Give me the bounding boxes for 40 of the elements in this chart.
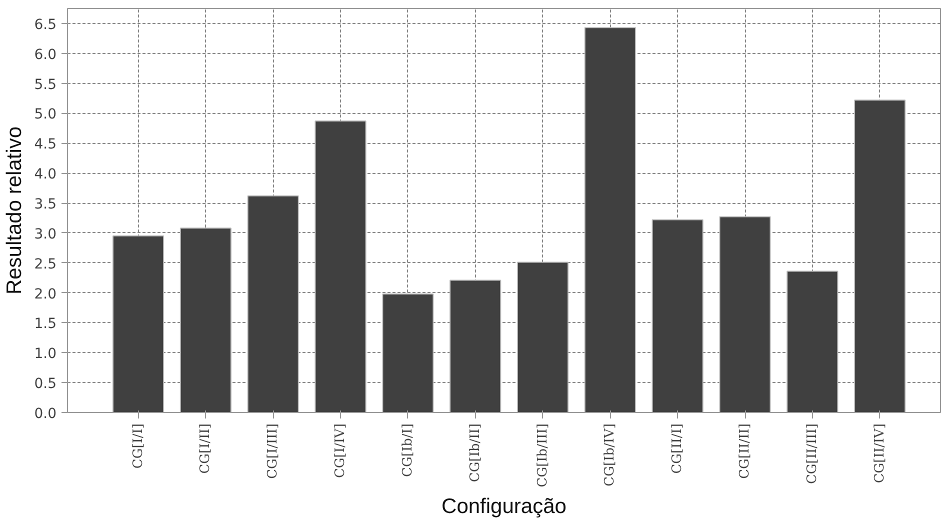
bar bbox=[314, 120, 366, 412]
bar bbox=[516, 262, 569, 412]
y-tick-label: 2.5 bbox=[34, 256, 56, 272]
x-tick-label: CG[II/I] bbox=[670, 423, 686, 474]
bar bbox=[112, 235, 164, 412]
x-tick-label: CG[Ib/I] bbox=[400, 423, 416, 477]
x-tick-label: CG[II/III] bbox=[804, 424, 820, 484]
x-tick-label: CG[I/II] bbox=[198, 423, 214, 474]
x-tick-label: CG[II/IV] bbox=[872, 423, 888, 484]
bar bbox=[450, 280, 502, 412]
x-tick-label: CG[Ib/IV] bbox=[602, 423, 618, 486]
x-tick-label: CG[I/I] bbox=[130, 423, 146, 469]
y-tick-label: 5.5 bbox=[34, 76, 56, 93]
y-tick-label: 6.5 bbox=[34, 16, 56, 33]
y-tick-label: 0.5 bbox=[34, 376, 56, 392]
y-tick-label: 3.0 bbox=[34, 226, 56, 242]
bar bbox=[854, 100, 906, 412]
y-tick-label: 4.5 bbox=[34, 136, 56, 153]
x-tick-label: CG[Ib/III] bbox=[535, 424, 550, 488]
y-tick-label: 3.5 bbox=[34, 196, 56, 213]
x-tick-label: CG[I/III] bbox=[266, 423, 281, 479]
y-tick-label: 1.5 bbox=[34, 316, 56, 332]
y-tick-label: 2.0 bbox=[34, 286, 56, 302]
x-tick-label: CG[I/IV] bbox=[333, 424, 348, 478]
y-tick-label: 1.0 bbox=[34, 346, 56, 362]
y-tick-label: 4.0 bbox=[34, 166, 56, 183]
x-axis-title: Configuração bbox=[442, 495, 566, 518]
x-tick-label: CG[II/II] bbox=[738, 423, 752, 479]
y-tick-label: 0.0 bbox=[34, 406, 56, 422]
bar bbox=[382, 293, 434, 412]
y-tick-label: 6.0 bbox=[34, 46, 56, 63]
bar bbox=[652, 219, 704, 412]
bar bbox=[584, 27, 636, 412]
bar bbox=[247, 195, 299, 412]
x-tick-label: CG[Ib/II] bbox=[468, 423, 483, 482]
y-tick-label: 5.0 bbox=[34, 106, 56, 123]
bar bbox=[786, 270, 838, 412]
bar bbox=[180, 228, 232, 412]
bar bbox=[719, 216, 771, 412]
y-axis-title: Resultado relativo bbox=[3, 126, 26, 295]
